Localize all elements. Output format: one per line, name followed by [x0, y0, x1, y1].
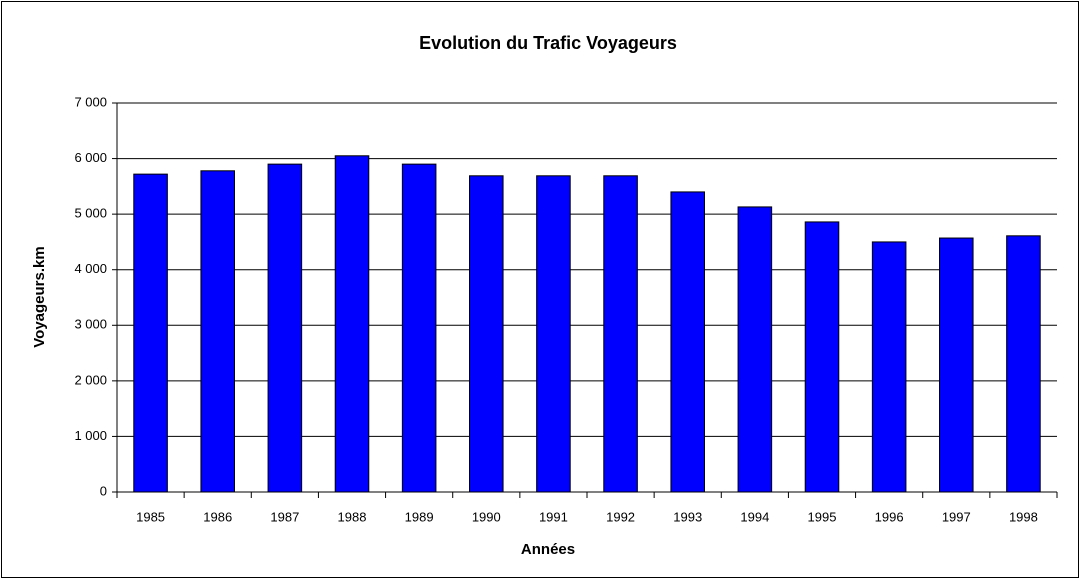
- y-tick-label: 7 000: [74, 94, 107, 109]
- x-tick-label: 1989: [405, 509, 434, 524]
- bar: [200, 170, 236, 493]
- x-tick-label: 1991: [539, 509, 568, 524]
- y-tick-label: 2 000: [74, 372, 107, 387]
- x-tick-label: 1994: [740, 509, 769, 524]
- bar: [804, 221, 840, 493]
- bar: [536, 175, 571, 493]
- y-tick-label: 3 000: [74, 317, 107, 332]
- y-axis-label: Voyageurs.km: [31, 246, 48, 347]
- x-tick-label: 1992: [606, 509, 635, 524]
- x-tick-label: 1985: [136, 509, 165, 524]
- bar: [670, 191, 706, 493]
- x-tick-label: 1986: [203, 509, 232, 524]
- bar: [133, 173, 168, 493]
- x-tick-label: 1993: [673, 509, 702, 524]
- x-tick-label: 1996: [875, 509, 904, 524]
- y-tick-label: 1 000: [74, 428, 107, 443]
- chart-title: Evolution du Trafic Voyageurs: [419, 33, 677, 53]
- y-tick-label: 6 000: [74, 150, 107, 165]
- x-tick-label: 1987: [270, 509, 299, 524]
- bar: [737, 206, 773, 493]
- bar: [469, 175, 504, 493]
- bar: [603, 175, 638, 493]
- bar: [334, 155, 370, 493]
- y-tick-label: 0: [100, 483, 107, 498]
- x-tick-label: 1998: [1009, 509, 1038, 524]
- y-tick-label: 5 000: [74, 206, 107, 221]
- bar: [267, 163, 303, 493]
- y-tick-label: 4 000: [74, 261, 107, 276]
- x-tick-label: 1997: [942, 509, 971, 524]
- bar: [871, 241, 907, 493]
- x-tick-label: 1988: [338, 509, 367, 524]
- x-axis-label: Années: [521, 541, 575, 558]
- bar: [401, 163, 437, 493]
- x-tick-label: 1990: [472, 509, 501, 524]
- x-tick-label: 1995: [808, 509, 837, 524]
- bar: [939, 237, 974, 493]
- bar: [1006, 235, 1041, 493]
